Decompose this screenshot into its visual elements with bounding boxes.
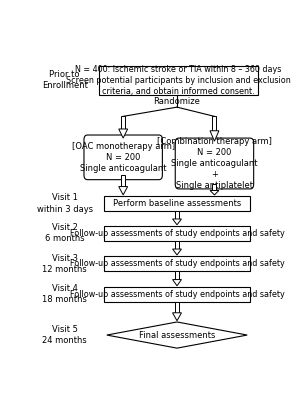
Bar [121,175,125,186]
Bar [175,211,179,219]
Bar [175,271,179,280]
Text: Visit 2
6 months: Visit 2 6 months [45,223,85,244]
Text: Visit 4
18 months: Visit 4 18 months [42,284,87,304]
FancyBboxPatch shape [104,256,249,271]
FancyBboxPatch shape [104,196,249,211]
Polygon shape [107,322,247,348]
FancyBboxPatch shape [98,66,258,95]
Text: Follow-up assessments of study endpoints and safety: Follow-up assessments of study endpoints… [70,229,284,238]
Polygon shape [210,190,219,195]
Text: Final assessments: Final assessments [139,330,215,340]
Text: Follow-up assessments of study endpoints and safety: Follow-up assessments of study endpoints… [70,259,284,268]
FancyBboxPatch shape [104,287,249,302]
Text: [OAC monotherapy arm]
N = 200
Single anticoagulant: [OAC monotherapy arm] N = 200 Single ant… [72,142,175,173]
Polygon shape [119,186,128,195]
Polygon shape [172,313,182,321]
Polygon shape [210,131,219,141]
Polygon shape [172,219,182,225]
FancyBboxPatch shape [84,135,162,180]
Text: Follow-up assessments of study endpoints and safety: Follow-up assessments of study endpoints… [70,290,284,299]
Text: Visit 5
24 months: Visit 5 24 months [42,325,87,345]
Text: Prior to
Enrollment: Prior to Enrollment [42,70,88,90]
FancyBboxPatch shape [104,226,249,241]
Bar [175,302,179,313]
Bar [121,116,125,129]
Polygon shape [119,129,128,138]
Bar [212,116,217,131]
Polygon shape [172,249,182,255]
Text: Perform baseline assessments: Perform baseline assessments [113,199,241,208]
Text: Visit 1
within 3 days: Visit 1 within 3 days [37,194,93,214]
Text: [Combination therapy arm]
N = 200
Single anticoagulant
+
Single antiplatelet: [Combination therapy arm] N = 200 Single… [157,137,272,190]
FancyBboxPatch shape [175,138,254,189]
Bar [212,184,217,190]
Text: Visit 3
12 months: Visit 3 12 months [42,254,87,274]
Text: Randomize: Randomize [154,97,201,106]
Polygon shape [172,280,182,286]
Bar [175,241,179,249]
Text: N = 400: Ischemic stroke or TIA within 8 – 360 days
Screen potential participant: N = 400: Ischemic stroke or TIA within 8… [66,65,291,96]
